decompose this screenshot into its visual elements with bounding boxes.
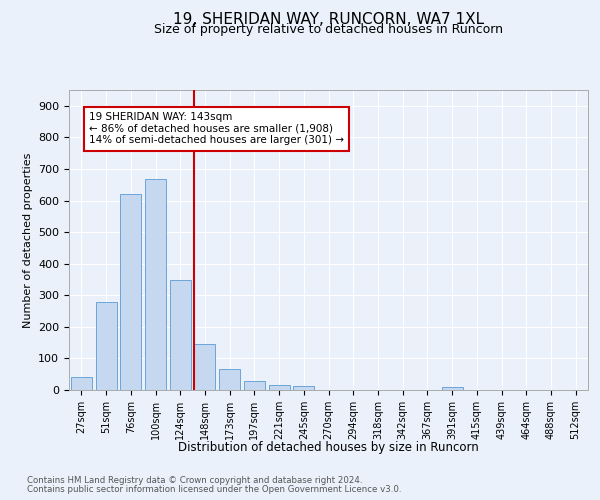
Bar [194, 344, 215, 390]
Bar [293, 386, 314, 390]
Bar [244, 381, 265, 390]
Bar [269, 384, 290, 390]
Bar [120, 194, 141, 390]
Text: 19 SHERIDAN WAY: 143sqm
← 86% of detached houses are smaller (1,908)
14% of semi: 19 SHERIDAN WAY: 143sqm ← 86% of detache… [89, 112, 344, 146]
Bar [71, 376, 92, 390]
Bar [219, 370, 240, 390]
Bar [442, 387, 463, 390]
Y-axis label: Number of detached properties: Number of detached properties [23, 152, 32, 328]
Text: Distribution of detached houses by size in Runcorn: Distribution of detached houses by size … [178, 441, 479, 454]
Bar [95, 302, 116, 390]
Bar [170, 280, 191, 390]
Text: Contains HM Land Registry data © Crown copyright and database right 2024.: Contains HM Land Registry data © Crown c… [27, 476, 362, 485]
Text: Contains public sector information licensed under the Open Government Licence v3: Contains public sector information licen… [27, 485, 401, 494]
Text: Size of property relative to detached houses in Runcorn: Size of property relative to detached ho… [154, 23, 503, 36]
Bar [145, 179, 166, 390]
Text: 19, SHERIDAN WAY, RUNCORN, WA7 1XL: 19, SHERIDAN WAY, RUNCORN, WA7 1XL [173, 12, 484, 28]
